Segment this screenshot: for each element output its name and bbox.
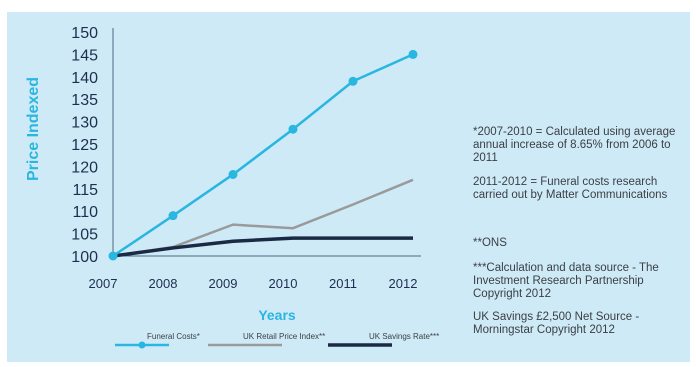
y-axis-label: Price Indexed: [25, 77, 42, 181]
note-savings-source: ***Calculation and data source - The Inv…: [473, 262, 659, 300]
data-point: [348, 76, 358, 86]
series-line-1: [112, 178, 414, 258]
chart-panel: [7, 12, 690, 362]
legend-label: UK Retail Price Index**: [243, 332, 325, 341]
data-point: [108, 251, 118, 261]
y-tick-label: 150: [71, 25, 98, 42]
y-tick-label: 115: [72, 182, 98, 199]
x-tick-label: 2008: [149, 276, 178, 291]
data-point: [288, 124, 298, 134]
legend-marker: [138, 341, 146, 349]
y-tick-label: 110: [72, 204, 98, 221]
x-tick-label: 2012: [389, 276, 418, 291]
series-line-0: [112, 53, 414, 258]
note-funeral-calc: *2007-2010 = Calculated using average an…: [473, 126, 676, 164]
data-point: [228, 169, 238, 179]
y-tick-label: 135: [71, 92, 98, 109]
y-tick-label: 140: [71, 70, 98, 87]
y-tick-label: 145: [71, 47, 98, 64]
y-tick-label: 130: [71, 115, 98, 132]
x-axis-label: Years: [258, 307, 296, 323]
data-point: [408, 49, 418, 59]
y-tick-label: 100: [71, 249, 98, 266]
x-tick-label: 2007: [89, 276, 118, 291]
note-funeral-research: 2011-2012 = Funeral costs research carri…: [473, 176, 668, 201]
x-tick-label: 2009: [209, 276, 238, 291]
legend-label: Funeral Costs*: [147, 332, 200, 341]
note-morningstar: UK Savings £2,500 Net Source - Morningst…: [473, 311, 640, 336]
data-point: [168, 211, 178, 221]
x-tick-label: 2011: [329, 276, 357, 291]
series-line-2: [112, 236, 413, 258]
x-tick-label: 2010: [269, 276, 298, 291]
y-tick-label: 105: [71, 227, 98, 244]
y-tick-label: 120: [71, 159, 98, 176]
legend-label: UK Savings Rate***: [369, 332, 439, 341]
note-ons: **ONS: [473, 237, 507, 249]
y-tick-label: 125: [71, 137, 98, 154]
